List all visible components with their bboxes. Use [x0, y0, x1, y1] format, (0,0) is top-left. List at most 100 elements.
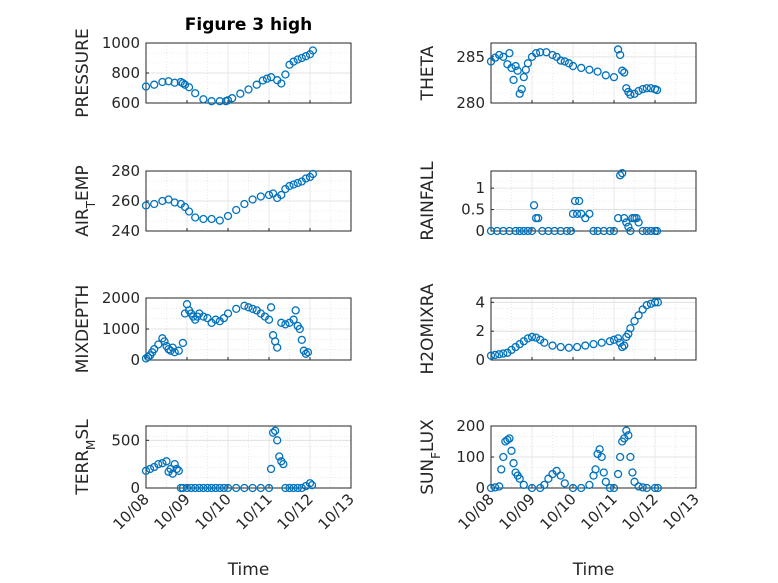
data-point [244, 85, 253, 94]
series-rainfall [486, 168, 662, 236]
data-point [581, 341, 590, 350]
data-point [268, 189, 278, 198]
panel-sun_flux: 0100200SUNFLUX10/0810/0910/1010/1110/121… [418, 417, 703, 580]
data-point [279, 460, 288, 469]
data-point [638, 483, 647, 492]
data-point [277, 79, 286, 88]
data-point [642, 84, 651, 93]
y-tick-label: 285 [456, 48, 485, 66]
data-point [219, 313, 229, 323]
series-h2omixra [486, 298, 663, 360]
data-point [597, 338, 606, 347]
data-point [609, 226, 619, 236]
grid [146, 170, 351, 232]
x-tick-label: 10/12 [274, 490, 317, 533]
data-point [605, 226, 615, 236]
data-point [223, 483, 233, 493]
x-tick-label: 10/10 [192, 490, 235, 533]
data-point [301, 349, 311, 358]
panel-pressure: 600 800 1000 PRESSURE Figure 3 high [73, 15, 352, 118]
data-point [650, 298, 660, 307]
data-point [552, 466, 561, 476]
data-point [215, 483, 224, 493]
series-theta [486, 45, 662, 99]
data-point [618, 66, 627, 75]
data-point [601, 477, 610, 486]
data-point [642, 301, 651, 310]
data-point [622, 426, 631, 435]
data-point [273, 436, 282, 445]
panel-rainfall: 0 0.5 1 RAINFALL [418, 161, 697, 241]
data-point [303, 348, 313, 357]
data-point [184, 207, 194, 216]
data-point [262, 74, 272, 83]
data-point [527, 483, 537, 493]
data-point [240, 483, 249, 493]
data-point [266, 303, 276, 312]
data-point [293, 55, 302, 64]
data-point [166, 464, 175, 474]
data-point [178, 338, 188, 348]
y-tick-label: 0 [130, 351, 140, 369]
data-point [248, 483, 257, 493]
grid [491, 43, 696, 104]
data-point [634, 218, 643, 227]
data-point [490, 53, 500, 62]
data-point [174, 346, 183, 355]
data-point [513, 66, 522, 75]
y-axis-label: MIXDEPTH [73, 285, 93, 374]
data-point [556, 226, 565, 236]
data-point [158, 459, 167, 468]
y-axis-label-subscript: M [84, 440, 98, 450]
data-point [620, 213, 629, 223]
data-point [180, 80, 190, 89]
data-point [566, 226, 576, 236]
data-point [585, 65, 594, 74]
data-point [277, 318, 286, 327]
data-point [211, 315, 220, 324]
data-point [154, 460, 163, 469]
data-point [497, 465, 506, 474]
data-point [486, 483, 496, 493]
data-point [529, 201, 539, 210]
data-point [519, 73, 528, 82]
data-point [180, 202, 190, 212]
data-point [511, 226, 520, 236]
x-tick-label: 10/10 [537, 490, 580, 533]
data-point [223, 211, 233, 221]
panel-air_temp: 240 260 280 AIRTEMP [73, 162, 352, 240]
data-point [273, 343, 282, 352]
y-tick-label: 800 [111, 64, 140, 82]
x-tick-label: 10/09 [496, 490, 539, 533]
data-point [199, 483, 208, 493]
data-point [301, 174, 311, 183]
data-point [227, 94, 237, 103]
data-point [199, 214, 208, 224]
data-point [172, 464, 181, 474]
series-mixdepth [141, 300, 313, 363]
grid [491, 171, 696, 232]
data-point [523, 226, 533, 236]
data-point [281, 483, 290, 493]
data-point [170, 78, 179, 87]
data-point [492, 226, 502, 236]
data-point [297, 335, 306, 345]
data-point [178, 483, 188, 493]
data-point [182, 483, 192, 493]
data-point [277, 190, 286, 200]
data-point [548, 50, 557, 60]
y-axis-label-text: TERR [73, 450, 93, 496]
data-point [507, 446, 516, 455]
data-point [170, 460, 179, 469]
y-axis-label: THETA [418, 45, 438, 101]
data-point [499, 349, 508, 358]
x-tick-label: 10/11 [578, 490, 621, 533]
y-tick-label: 200 [456, 417, 485, 435]
y-axis-label-text: RAINFALL [418, 161, 438, 241]
y-axis-label: H2OMIXRA [418, 283, 438, 374]
y-tick-label: 0 [475, 479, 485, 497]
data-point [240, 301, 249, 310]
y-tick-label: 1000 [102, 320, 140, 338]
data-point [248, 195, 257, 204]
data-point [585, 209, 594, 219]
